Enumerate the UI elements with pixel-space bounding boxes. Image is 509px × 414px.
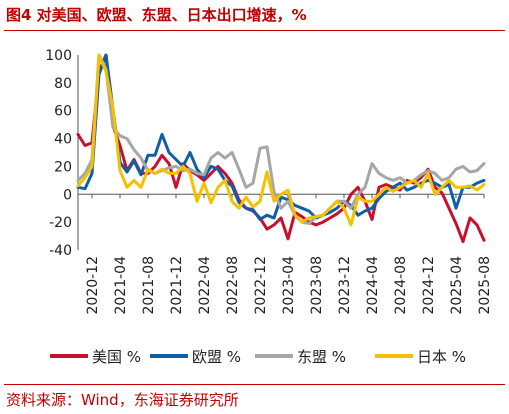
series-line-1 <box>76 53 486 244</box>
title-divider <box>4 30 505 31</box>
x-tick-label: 2025-08 <box>477 256 493 315</box>
y-tick-label: 100 <box>45 48 72 64</box>
series-line-3 <box>76 53 486 225</box>
y-tick-label: 40 <box>54 132 72 148</box>
x-tick-label: 2021-04 <box>113 256 129 315</box>
legend-label-2: 欧盟 % <box>192 348 241 366</box>
source-divider <box>4 384 505 385</box>
legend-label-4: 日本 % <box>417 348 466 366</box>
y-tick-label: 0 <box>63 187 72 203</box>
x-tick-label: 2021-08 <box>141 256 157 315</box>
chart-series <box>76 53 486 244</box>
series-line-2 <box>76 53 486 221</box>
x-tick-label: 2022-04 <box>197 256 213 315</box>
x-tick-label: 2022-12 <box>253 256 269 315</box>
chart-legend: 美国 % 欧盟 % 东盟 % 日本 % <box>50 348 466 366</box>
y-tick-label: 20 <box>54 159 72 175</box>
legend-label-1: 美国 % <box>92 348 141 366</box>
y-tick-label: 60 <box>54 104 72 120</box>
source-note: 资料来源：Wind，东海证券研究所 <box>6 391 239 409</box>
x-tick-label: 2025-04 <box>449 256 465 315</box>
chart-axes: -40 -20 0 20 40 60 80 100 2020-12 2021-04 2021-08 2… <box>45 48 493 315</box>
x-tick-label: 2023-12 <box>337 256 353 315</box>
x-tick-label: 2024-08 <box>393 256 409 315</box>
x-tick-label: 2023-04 <box>281 256 297 315</box>
x-tick-label: 2021-12 <box>169 256 185 315</box>
x-tick-label: 2022-08 <box>225 256 241 315</box>
x-tick-label: 2023-08 <box>309 256 325 315</box>
x-tick-label: 2024-12 <box>421 256 437 315</box>
series-line-4 <box>76 53 486 227</box>
y-tick-label: -20 <box>49 215 72 231</box>
x-tick-label: 2024-04 <box>365 256 381 315</box>
line-chart: -40 -20 0 20 40 60 80 100 2020-12 2021-04 2021-08 2… <box>45 48 493 366</box>
x-tick-label: 2020-12 <box>85 256 101 315</box>
legend-label-3: 东盟 % <box>297 348 346 366</box>
chart-title: 图4 对美国、欧盟、东盟、日本出口增速，% <box>6 6 307 24</box>
y-tick-label: 80 <box>54 76 72 92</box>
y-tick-label: -40 <box>49 243 72 259</box>
